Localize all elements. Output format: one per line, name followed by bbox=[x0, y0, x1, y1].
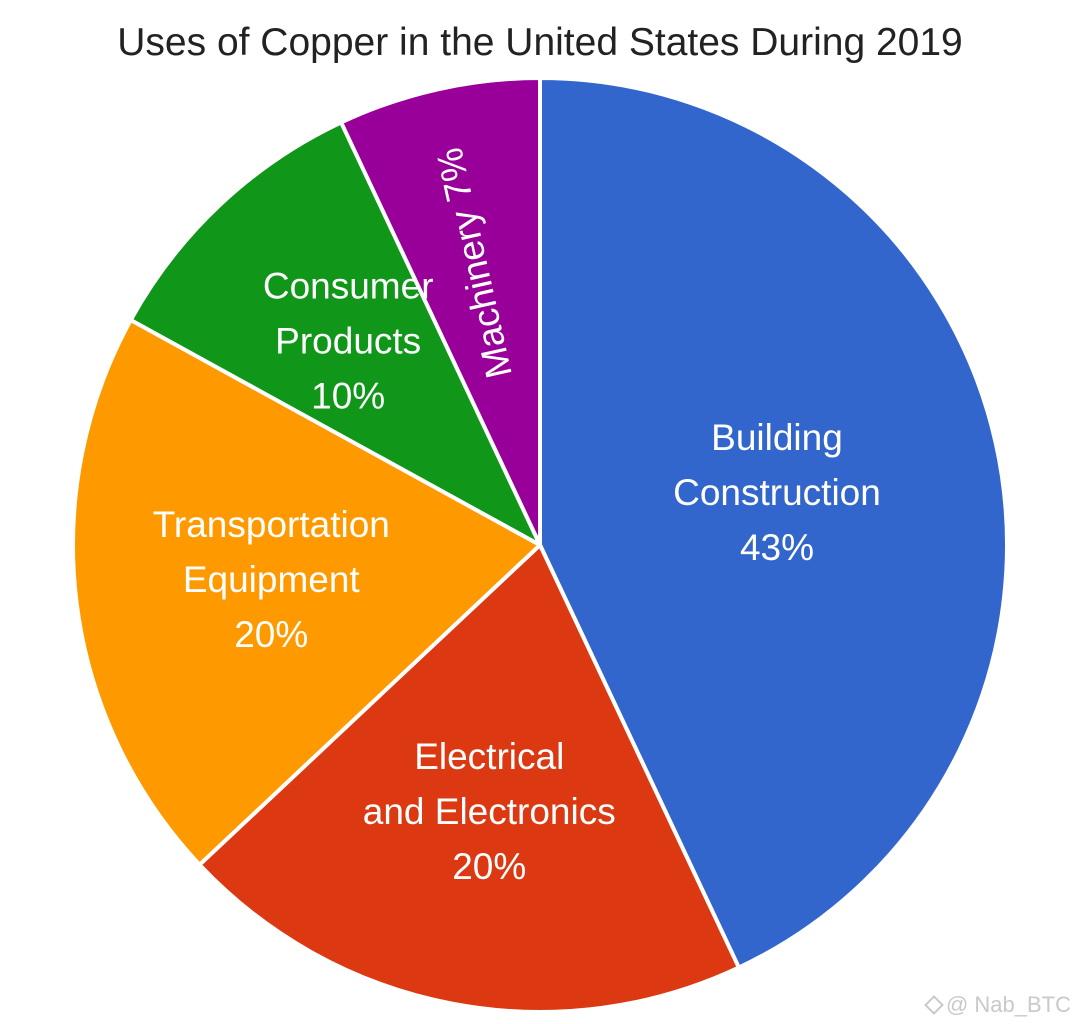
slice-label-line: 43% bbox=[740, 527, 814, 568]
pie-slice bbox=[128, 120, 542, 547]
slice-label: Electrical and Electronics 20% bbox=[363, 736, 616, 887]
slice-label: Building Construction 43% bbox=[673, 417, 881, 568]
slice-label-line: Building bbox=[711, 417, 843, 458]
slice-label-line: Construction bbox=[673, 472, 881, 513]
chart-title: Uses of Copper in the United States Duri… bbox=[117, 21, 963, 64]
pie-slice bbox=[538, 76, 1009, 970]
slice-label-line: Equipment bbox=[183, 559, 361, 600]
slice-label-line: Transportation bbox=[153, 504, 390, 545]
diamond-logo-icon bbox=[924, 995, 944, 1015]
pie-slice bbox=[71, 318, 542, 867]
pie-labels: Building Construction 43% Electrical and Ele… bbox=[153, 144, 881, 887]
slice-label: Transportation Equipment 20% bbox=[153, 504, 390, 655]
slice-label-line: Consumer bbox=[263, 266, 434, 307]
pie-slices bbox=[71, 76, 1009, 1014]
pie-slice bbox=[339, 76, 542, 547]
slice-label-line: and Electronics bbox=[363, 791, 616, 832]
slice-label-line: 20% bbox=[452, 846, 526, 887]
slice-label-line: 10% bbox=[311, 376, 385, 417]
watermark: @ Nab_BTC bbox=[924, 992, 1071, 1018]
slice-label: Consumer Products 10% bbox=[263, 266, 434, 417]
slice-label-line: Products bbox=[275, 321, 421, 362]
pie-slice bbox=[197, 543, 741, 1014]
slice-label-line: Electrical bbox=[414, 736, 564, 777]
slice-label-line: 20% bbox=[234, 614, 308, 655]
watermark-text: @ Nab_BTC bbox=[945, 992, 1071, 1017]
